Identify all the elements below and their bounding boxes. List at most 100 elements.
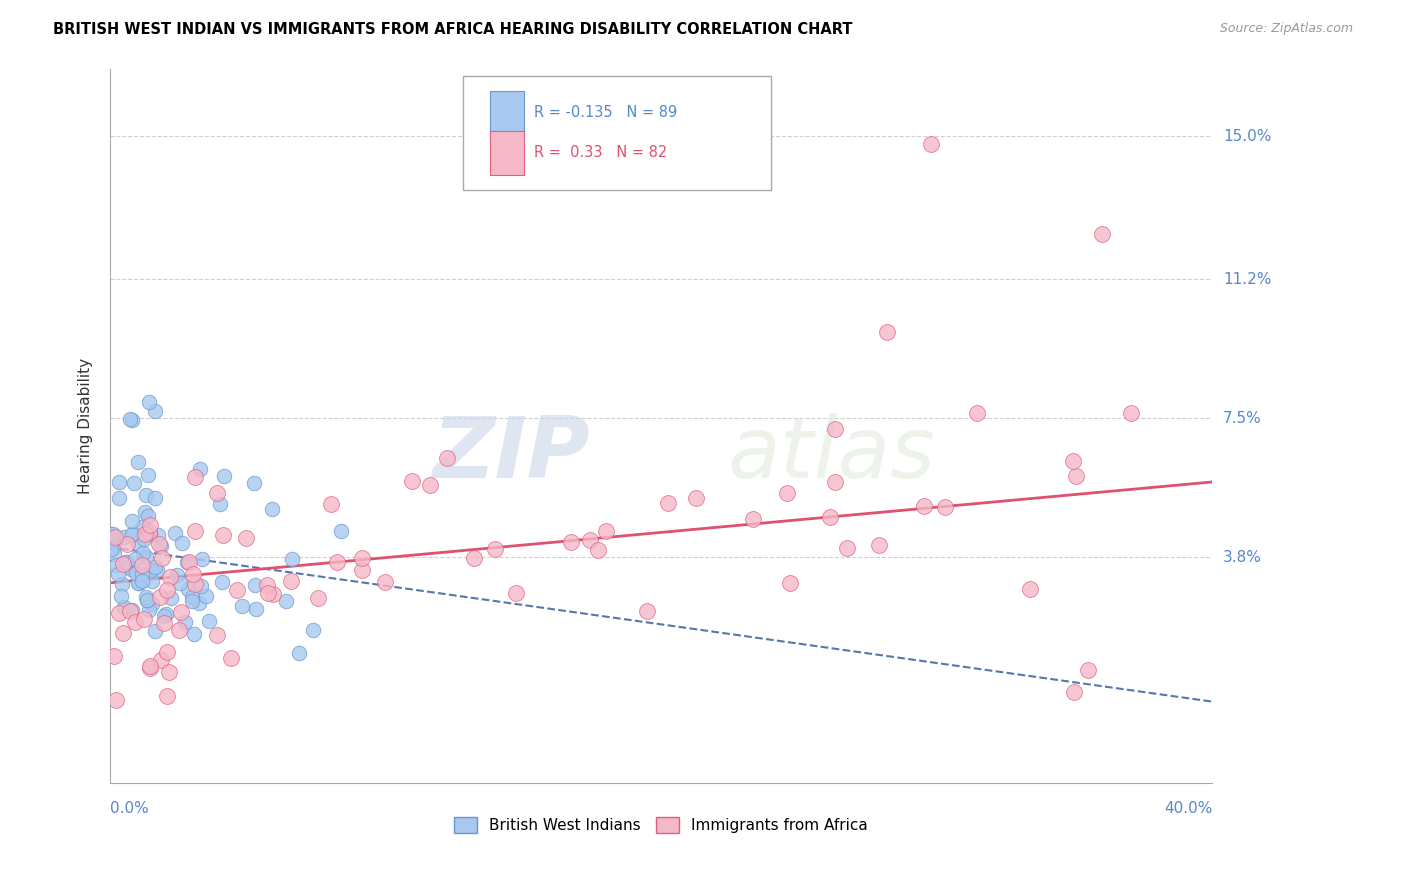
Point: [125, 566, 148, 580]
Point: [135, 488, 157, 502]
Point: [779, 576, 801, 591]
Point: [560, 534, 582, 549]
Point: [118, 560, 141, 574]
Point: [177, 555, 200, 569]
Point: [177, 582, 200, 597]
Text: BRITISH WEST INDIAN VS IMMIGRANTS FROM AFRICA HEARING DISABILITY CORRELATION CHA: BRITISH WEST INDIAN VS IMMIGRANTS FROM A…: [53, 22, 853, 37]
Point: [141, 574, 163, 588]
Point: [108, 606, 131, 620]
Point: [134, 526, 156, 541]
Point: [139, 661, 162, 675]
Point: [120, 604, 142, 618]
Point: [1121, 405, 1143, 419]
FancyBboxPatch shape: [491, 131, 524, 175]
Text: 3.8%: 3.8%: [1223, 549, 1263, 565]
Point: [122, 476, 145, 491]
Point: [436, 451, 458, 466]
Point: [135, 549, 157, 564]
Point: [121, 515, 143, 529]
Point: [374, 574, 396, 589]
Point: [120, 562, 142, 576]
Point: [127, 537, 149, 551]
Point: [920, 136, 942, 151]
Point: [176, 556, 198, 570]
Point: [966, 406, 988, 420]
Point: [741, 512, 763, 526]
Point: [160, 591, 183, 605]
Point: [153, 609, 176, 624]
Point: [256, 586, 278, 600]
Point: [181, 594, 204, 608]
Point: [138, 395, 160, 409]
Point: [1019, 582, 1042, 597]
Point: [274, 594, 297, 608]
Point: [167, 624, 190, 638]
Point: [876, 325, 898, 339]
Text: Source: ZipAtlas.com: Source: ZipAtlas.com: [1219, 22, 1353, 36]
Point: [156, 583, 179, 598]
Point: [156, 645, 179, 659]
Point: [184, 470, 207, 484]
Point: [150, 653, 173, 667]
Point: [280, 552, 302, 566]
Point: [127, 455, 149, 469]
Point: [143, 491, 166, 505]
Point: [128, 576, 150, 591]
Point: [1063, 685, 1085, 699]
Point: [197, 614, 219, 628]
Point: [184, 576, 207, 591]
FancyBboxPatch shape: [491, 91, 524, 135]
Point: [579, 533, 602, 547]
Point: [100, 542, 122, 557]
Point: [143, 403, 166, 417]
Point: [235, 531, 257, 545]
Point: [307, 591, 329, 606]
Point: [124, 615, 146, 629]
Point: [352, 563, 374, 577]
Point: [110, 589, 132, 603]
Point: [824, 475, 846, 489]
Point: [226, 582, 249, 597]
Point: [121, 413, 143, 427]
Point: [139, 563, 162, 577]
Point: [121, 527, 143, 541]
Point: [484, 542, 506, 557]
Point: [245, 578, 267, 592]
Point: [163, 525, 186, 540]
Point: [287, 646, 309, 660]
Point: [835, 541, 858, 555]
Point: [934, 500, 956, 515]
Point: [156, 689, 179, 703]
Point: [138, 603, 160, 617]
Point: [115, 555, 138, 569]
Point: [121, 603, 143, 617]
Point: [166, 568, 188, 582]
Point: [132, 612, 155, 626]
Point: [139, 527, 162, 541]
Point: [136, 593, 159, 607]
Point: [143, 624, 166, 638]
Point: [172, 536, 194, 550]
Point: [131, 574, 153, 588]
Point: [1091, 227, 1114, 241]
Point: [505, 585, 527, 599]
Point: [181, 567, 204, 582]
Point: [280, 574, 302, 589]
Point: [262, 502, 284, 516]
Point: [190, 579, 212, 593]
Point: [136, 508, 159, 523]
Point: [212, 527, 235, 541]
Point: [134, 505, 156, 519]
Point: [187, 596, 209, 610]
Point: [912, 500, 935, 514]
Text: 11.2%: 11.2%: [1223, 271, 1271, 286]
Point: [1062, 454, 1084, 468]
Point: [169, 605, 191, 619]
Point: [207, 628, 229, 642]
Point: [463, 550, 485, 565]
Point: [190, 551, 212, 566]
Point: [350, 551, 373, 566]
Point: [135, 590, 157, 604]
Point: [111, 576, 134, 591]
Point: [818, 510, 841, 524]
